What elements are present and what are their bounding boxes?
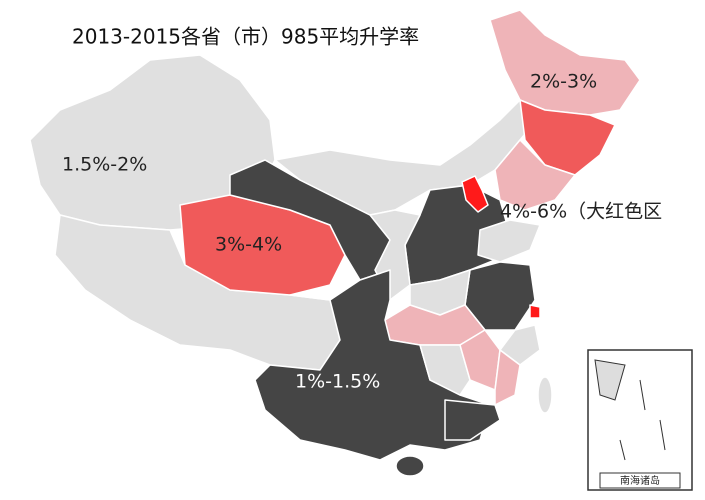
region [499,324,541,366]
region [489,9,641,116]
region-label: 3%-4% [215,234,282,256]
region [519,99,616,176]
map-title: 2013-2015各省（市）985平均升学率 [72,25,419,49]
region-label: 2%-3% [530,71,597,93]
region-label: 1.5%-2% [62,154,147,176]
region [419,344,471,396]
inset-islands [619,379,666,461]
inset-caption-box [599,472,681,489]
region [537,376,553,414]
region [254,269,491,461]
inset-land [594,359,626,401]
region [494,139,576,211]
region-label: 1%-1.5% [295,371,380,393]
region [444,399,501,441]
region [395,455,425,477]
region [494,349,521,406]
region-label: 4%-6%（大红色区 [500,201,662,223]
inset-caption: 南海诸岛 [620,474,660,487]
region [461,175,489,213]
region [529,304,541,319]
region [477,219,541,263]
